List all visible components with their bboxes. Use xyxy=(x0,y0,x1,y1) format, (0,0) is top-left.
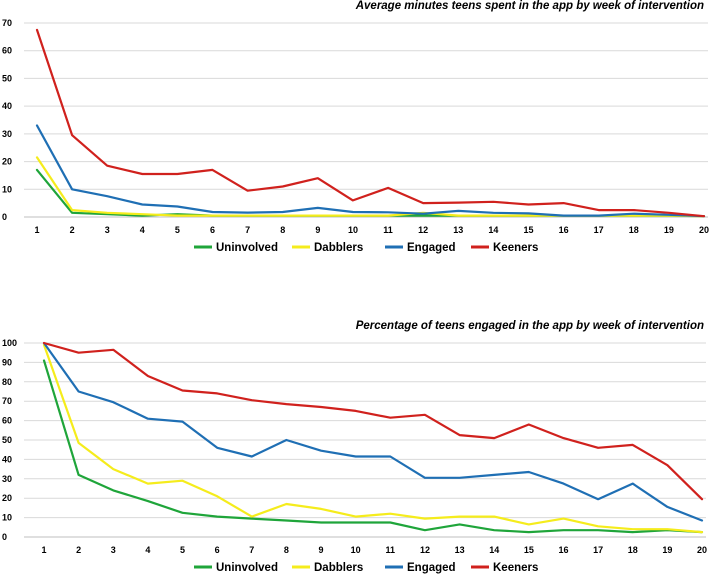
y-tick-label: 20 xyxy=(2,493,12,503)
x-tick-label: 4 xyxy=(145,545,150,555)
x-tick-label: 15 xyxy=(523,225,533,235)
series-line-keeners xyxy=(35,28,706,218)
gridlines xyxy=(24,342,706,519)
y-tick-label: 60 xyxy=(2,416,12,426)
series-lines xyxy=(42,341,704,534)
y-tick-label: 70 xyxy=(2,396,12,406)
chart-average-minutes: Average minutes teens spent in the app b… xyxy=(2,0,709,254)
x-tick-label: 11 xyxy=(386,545,396,555)
x-tick-label: 2 xyxy=(76,545,81,555)
x-tick-label: 7 xyxy=(249,545,254,555)
legend-label-keeners: Keeners xyxy=(493,242,538,254)
y-tick-label: 10 xyxy=(2,513,12,523)
x-tick-label: 5 xyxy=(180,545,185,555)
y-tick-label: 50 xyxy=(2,73,12,83)
y-tick-label: 30 xyxy=(2,129,12,139)
legend-label-dabblers: Dabblers xyxy=(314,562,363,574)
x-tick-label: 3 xyxy=(105,225,110,235)
x-tick-label: 13 xyxy=(455,545,465,555)
y-axis: 0 10 20 30 40 50 60 70 80 90 100 xyxy=(2,338,17,542)
y-tick-label: 90 xyxy=(2,357,12,367)
legend: Uninvolved Dabblers Engaged Keeners xyxy=(194,562,538,574)
series-line-uninvolved xyxy=(42,359,704,534)
y-tick-label: 80 xyxy=(2,377,12,387)
x-tick-label: 20 xyxy=(697,545,707,555)
x-tick-label: 5 xyxy=(175,225,180,235)
x-tick-label: 9 xyxy=(319,545,324,555)
x-tick-label: 14 xyxy=(489,545,499,555)
series-line-engaged xyxy=(42,341,704,522)
x-tick-label: 6 xyxy=(215,545,220,555)
x-tick-label: 11 xyxy=(383,225,393,235)
x-tick-label: 18 xyxy=(628,545,638,555)
x-tick-label: 19 xyxy=(662,545,672,555)
x-tick-label: 17 xyxy=(594,225,604,235)
x-tick-label: 8 xyxy=(280,225,285,235)
x-tick-label: 16 xyxy=(559,225,569,235)
series-line-engaged xyxy=(35,124,706,218)
x-tick-label: 9 xyxy=(315,225,320,235)
y-tick-label: 100 xyxy=(2,338,17,348)
chart-title: Percentage of teens engaged in the app b… xyxy=(356,320,704,332)
legend-label-dabblers: Dabblers xyxy=(314,242,363,254)
x-tick-label: 17 xyxy=(593,545,603,555)
series-line-dabblers xyxy=(42,343,704,534)
x-tick-label: 3 xyxy=(111,545,116,555)
y-tick-label: 0 xyxy=(2,212,7,222)
x-tick-label: 7 xyxy=(245,225,250,235)
legend-label-uninvolved: Uninvolved xyxy=(216,562,278,574)
x-tick-label: 13 xyxy=(453,225,463,235)
x-tick-label: 8 xyxy=(284,545,289,555)
legend: Uninvolved Dabblers Engaged Keeners xyxy=(194,242,538,254)
y-tick-label: 50 xyxy=(2,435,12,445)
y-tick-label: 70 xyxy=(2,18,12,28)
y-tick-label: 60 xyxy=(2,46,12,56)
y-tick-label: 20 xyxy=(2,157,12,167)
y-tick-label: 40 xyxy=(2,101,12,111)
x-axis: 1 2 3 4 5 6 7 8 9 10 11 12 13 14 15 16 17 18 19 20 xyxy=(24,536,707,555)
y-tick-label: 10 xyxy=(2,184,12,194)
x-tick-label: 1 xyxy=(41,545,46,555)
x-tick-label: 6 xyxy=(210,225,215,235)
gridlines xyxy=(24,22,708,190)
series-line-dabblers xyxy=(35,156,706,218)
x-tick-label: 15 xyxy=(524,545,534,555)
legend-label-uninvolved: Uninvolved xyxy=(216,242,278,254)
legend-label-keeners: Keeners xyxy=(493,562,538,574)
legend-label-engaged: Engaged xyxy=(407,242,456,254)
legend-label-engaged: Engaged xyxy=(407,562,456,574)
series-lines xyxy=(35,28,706,218)
x-tick-label: 19 xyxy=(664,225,674,235)
chart-title: Average minutes teens spent in the app b… xyxy=(355,0,704,12)
y-axis: 0 10 20 30 40 50 60 70 xyxy=(2,18,12,222)
series-line-keeners xyxy=(42,341,704,501)
x-tick-label: 10 xyxy=(351,545,361,555)
y-tick-label: 30 xyxy=(2,474,12,484)
x-tick-label: 18 xyxy=(629,225,639,235)
x-tick-label: 12 xyxy=(418,225,428,235)
x-tick-label: 4 xyxy=(140,225,145,235)
y-tick-label: 0 xyxy=(2,532,7,542)
x-tick-label: 16 xyxy=(558,545,568,555)
x-tick-label: 12 xyxy=(420,545,430,555)
x-tick-label: 1 xyxy=(34,225,39,235)
x-tick-label: 14 xyxy=(488,225,498,235)
x-tick-label: 10 xyxy=(348,225,358,235)
x-tick-label: 2 xyxy=(70,225,75,235)
x-tick-label: 20 xyxy=(699,225,709,235)
x-axis: 1 2 3 4 5 6 7 8 9 10 11 12 13 14 15 16 17 18 19 20 xyxy=(24,216,709,235)
y-tick-label: 40 xyxy=(2,454,12,464)
chart-percentage-engaged: Percentage of teens engaged in the app b… xyxy=(2,320,707,574)
